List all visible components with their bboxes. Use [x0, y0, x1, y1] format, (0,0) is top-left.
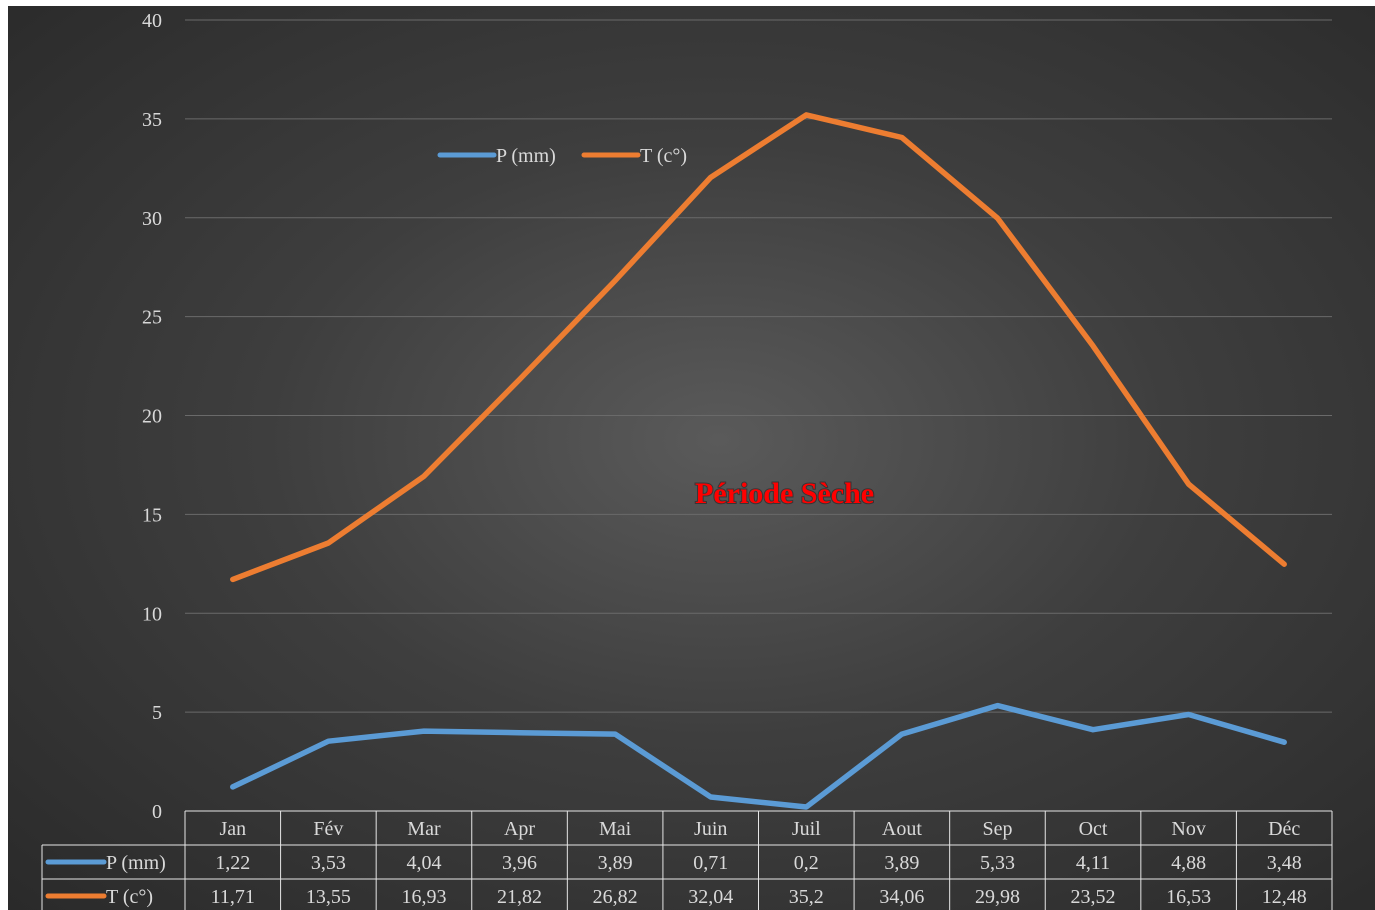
x-tick-label: Aout	[882, 818, 922, 840]
x-tick-label: Mar	[407, 818, 441, 840]
table-cell-value: 12,48	[1262, 886, 1307, 908]
y-tick-label: 25	[142, 307, 162, 329]
x-tick-label: Juil	[792, 818, 821, 840]
series-line	[230, 112, 1287, 583]
x-tick-label: Apr	[504, 818, 535, 840]
y-tick-label: 0	[152, 801, 162, 823]
table-cell-value: 1,22	[215, 852, 250, 874]
legend-label: T (c°)	[640, 145, 687, 167]
x-tick-label: Jan	[219, 818, 246, 840]
table-cell-value: 3,48	[1267, 852, 1302, 874]
x-tick-label: Juin	[694, 818, 727, 840]
table-cell-value: 16,53	[1166, 886, 1211, 908]
table-cell-value: 0,71	[693, 852, 728, 874]
table-cell-value: 11,71	[211, 886, 255, 908]
table-cell-value: 3,96	[502, 852, 537, 874]
table-cell-value: 26,82	[593, 886, 638, 908]
y-tick-label: 40	[142, 10, 162, 32]
table-cell-value: 3,53	[311, 852, 346, 874]
y-tick-label: 15	[142, 504, 162, 526]
y-tick-label: 35	[142, 109, 162, 131]
table-cell-value: 4,88	[1171, 852, 1206, 874]
table-series-name: T (c°)	[106, 886, 153, 908]
table-cell-value: 16,93	[401, 886, 446, 908]
chart-area	[8, 6, 1375, 910]
table-cell-value: 23,52	[1071, 886, 1116, 908]
table-cell-value: 4,11	[1076, 852, 1110, 874]
x-tick-label: Oct	[1079, 818, 1108, 840]
x-tick-label: Nov	[1171, 818, 1205, 840]
table-cell-value: 3,89	[884, 852, 919, 874]
table-cell-value: 34,06	[879, 886, 924, 908]
table-cell-value: 32,04	[688, 886, 733, 908]
legend-label: P (mm)	[496, 145, 556, 167]
annotation-dry-period: Période Sèche	[695, 477, 874, 510]
y-tick-label: 20	[142, 406, 162, 428]
table-cell-value: 29,98	[975, 886, 1020, 908]
table-cell-value: 0,2	[794, 852, 819, 874]
table-cell-value: 5,33	[980, 852, 1015, 874]
table-cell-value: 4,04	[406, 852, 441, 874]
x-tick-label: Fév	[313, 818, 343, 840]
table-cell-value: 3,89	[598, 852, 633, 874]
table-cell-value: 35,2	[789, 886, 824, 908]
x-tick-label: Déc	[1268, 818, 1300, 840]
y-tick-label: 5	[152, 702, 162, 724]
table-cell-value: 13,55	[306, 886, 351, 908]
x-tick-label: Sep	[982, 818, 1012, 840]
table-series-name: P (mm)	[106, 852, 166, 874]
y-tick-label: 30	[142, 208, 162, 230]
series-line	[230, 702, 1287, 810]
y-tick-label: 10	[142, 603, 162, 625]
table-cell-value: 21,82	[497, 886, 542, 908]
x-tick-label: Mai	[599, 818, 632, 840]
